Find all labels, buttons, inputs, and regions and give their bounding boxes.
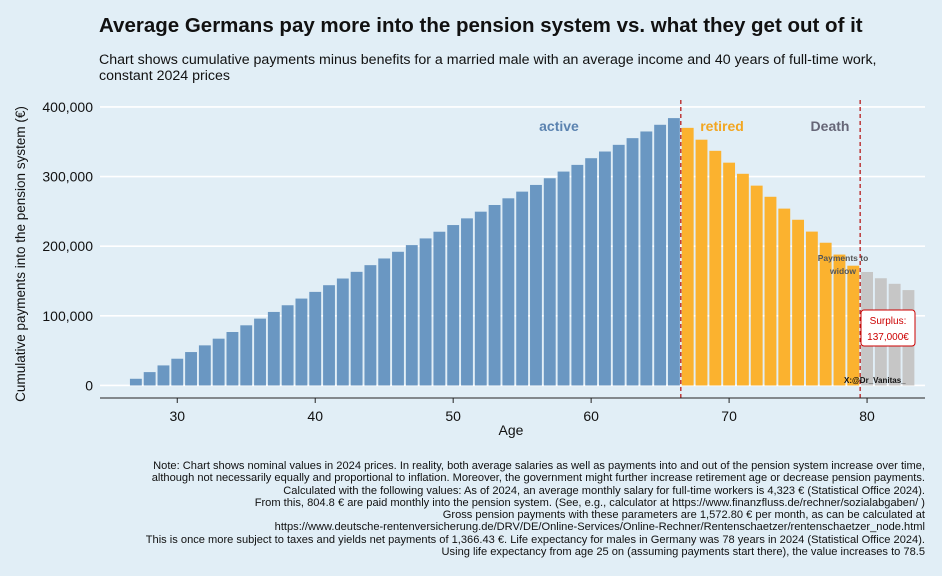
chart-title: Average Germans pay more into the pensio…: [99, 14, 863, 37]
active-bar: [240, 325, 253, 386]
retired-bar: [792, 219, 805, 386]
active-bar: [433, 231, 446, 386]
active-bar: [226, 331, 239, 386]
retired-bar: [819, 242, 832, 386]
death-label: Death: [811, 118, 850, 134]
active-bar: [474, 211, 487, 386]
active-bar: [654, 124, 667, 386]
x-axis-title: Age: [499, 422, 524, 438]
footnote-line: Note: Chart shows nominal values in 2024…: [153, 460, 925, 472]
active-bar: [350, 271, 363, 386]
active-bar: [212, 338, 225, 386]
active-bar: [336, 278, 349, 386]
y-tick-label: 100,000: [42, 308, 93, 324]
surplus-label: Surplus:: [870, 316, 907, 327]
active-bar: [488, 204, 501, 386]
author-credit: X:@Dr_Vanitas_: [844, 376, 906, 385]
active-bar: [309, 291, 322, 386]
retired-bar: [750, 185, 763, 386]
widow-note-line: widow: [829, 266, 856, 276]
active-bar: [530, 184, 542, 386]
active-bar: [129, 378, 142, 386]
active-bar: [267, 311, 280, 386]
y-tick-label: 0: [85, 377, 93, 393]
active-bar: [557, 171, 570, 386]
active-bar: [198, 345, 211, 386]
footnote-line: From this, 804.8 € are paid monthly into…: [254, 496, 925, 509]
retired-bar: [681, 127, 694, 386]
active-bar: [640, 131, 653, 386]
pension-bar-chart: 0 100,000 200,000 300,000 400,000 30 40 50 60 70 8…: [13, 99, 925, 438]
retired-bar: [778, 208, 791, 386]
active-bar: [419, 238, 432, 386]
retired-bar: [805, 231, 818, 386]
x-tick-label: 80: [859, 408, 875, 424]
y-tick-label: 200,000: [42, 238, 93, 254]
active-bar: [461, 218, 473, 386]
retired-bar: [736, 173, 749, 386]
active-bar: [323, 285, 335, 386]
footnote-line: Calculated with the following values: As…: [283, 484, 925, 497]
active-bar: [502, 198, 515, 386]
active-bar: [585, 158, 598, 386]
active-bar: [599, 151, 611, 386]
active-bar: [281, 305, 294, 386]
active-bar: [254, 318, 266, 386]
y-tick-label: 300,000: [42, 169, 93, 185]
x-tick-label: 30: [169, 408, 185, 424]
active-bar: [447, 225, 460, 386]
retired-bar: [764, 196, 777, 386]
active-bar: [516, 191, 529, 386]
x-tick-label: 40: [307, 408, 323, 424]
active-bar: [157, 365, 170, 386]
retired-bar: [695, 139, 708, 386]
widow-note-line: Payments to: [818, 253, 869, 263]
active-bar: [543, 178, 556, 386]
active-bar: [378, 258, 391, 386]
retired-bar: [709, 150, 722, 386]
footnote-line: This is once more subject to taxes and y…: [145, 533, 925, 546]
x-tick-label: 60: [583, 408, 599, 424]
retired-bar: [833, 254, 846, 386]
retired-bar: [723, 162, 736, 386]
active-stage-label: active: [539, 118, 579, 134]
x-tick-label: 50: [445, 408, 461, 424]
chart-subtitle: Chart shows cumulative payments minus be…: [99, 52, 877, 84]
footnote: Note: Chart shows nominal values in 2024…: [45, 460, 925, 558]
y-axis-title: Cumulative payments into the pension sys…: [13, 106, 28, 402]
active-bar: [626, 138, 639, 386]
surplus-value: 137,000€: [867, 332, 909, 343]
active-bar: [364, 265, 377, 386]
x-tick-label: 70: [721, 408, 737, 424]
active-bar: [612, 144, 625, 386]
active-bar: [667, 118, 680, 386]
active-bar: [171, 358, 184, 386]
footnote-line: although not necessarily equally and pro…: [151, 472, 925, 485]
footnote-line: https://www.deutsche-rentenversicherung.…: [274, 521, 925, 534]
active-bar: [143, 372, 156, 386]
active-bar: [392, 251, 404, 386]
active-bar: [185, 352, 197, 386]
surplus-box: [860, 309, 916, 347]
y-tick-label: 400,000: [42, 99, 93, 115]
active-bar: [405, 245, 418, 386]
retired-bar: [847, 265, 860, 386]
active-bar: [571, 164, 584, 386]
footnote-line: Gross pension payments with these parame…: [442, 509, 925, 522]
active-bar: [295, 298, 308, 386]
footnote-line: Using life expectancy from age 25 on (as…: [441, 546, 925, 559]
retired-stage-label: retired: [700, 118, 744, 134]
